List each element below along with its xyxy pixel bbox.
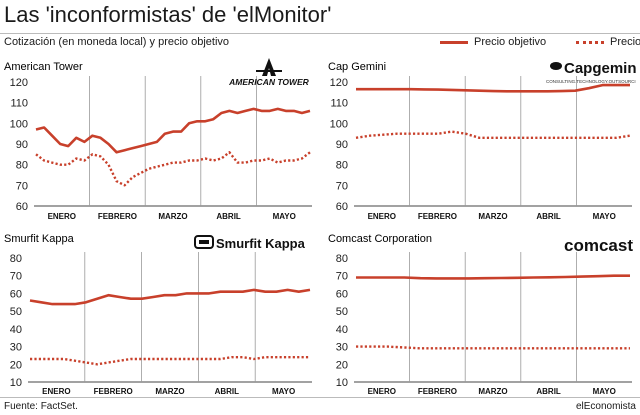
chart-title: American Tower [4,61,83,73]
y-tick-label: 20 [10,359,22,371]
y-tick-label: 100 [10,118,28,130]
x-tick-label: ABRIL [536,387,561,396]
smurfit-kappa-logo-icon: Smurfit Kappa [194,235,306,251]
source-note: Fuente: FactSet. [4,401,78,412]
x-tick-label: ENERO [48,212,76,221]
svg-text:.: . [632,237,633,243]
comcast-logo: comcast . [562,232,636,258]
capgemini-logo-icon: Capgemini CONSULTING.TECHNOLOGY.OUTSOURC… [546,60,636,84]
y-tick-label: 80 [10,253,22,265]
y-tick-label: 70 [16,180,28,192]
y-tick-label: 100 [330,118,348,130]
chart-panel-1: Cap Gemini 120 110 100 90 80 70 60 ENERO FEBRERO M… [328,61,632,221]
price-series-line [30,356,310,366]
target-series-line [29,288,311,306]
x-tick-label: ABRIL [216,212,241,221]
comcast-logo-icon: comcast . [564,236,633,255]
target-series-line [356,83,630,93]
y-tick-label: 80 [336,160,348,172]
svg-text:AMERICAN TOWER: AMERICAN TOWER [228,77,310,87]
chart-title: Smurfit Kappa [4,233,75,245]
x-tick-label: MARZO [158,212,187,221]
y-tick-label: 50 [336,306,348,318]
x-tick-label: FEBRERO [94,387,133,396]
x-tick-label: FEBRERO [418,387,457,396]
legend-solid-line-icon [440,40,468,44]
x-tick-label: MAYO [272,387,295,396]
legend-price-label: Precio [610,36,640,48]
target-series-line [356,274,630,280]
y-tick-label: 40 [10,324,22,336]
chart-title: Cap Gemini [328,61,386,73]
x-tick-label: ENERO [42,387,70,396]
y-tick-label: 30 [336,342,348,354]
y-tick-label: 50 [10,306,22,318]
y-tick-label: 60 [10,288,22,300]
x-tick-label: FEBRERO [418,212,457,221]
y-tick-label: 90 [336,139,348,151]
y-tick-label: 60 [336,288,348,300]
x-tick-label: ABRIL [536,212,561,221]
y-tick-label: 110 [10,98,28,110]
american-tower-logo-icon: AMERICAN TOWER [228,58,310,87]
legend-item-price: Precio [576,36,640,48]
y-tick-label: 30 [10,342,22,354]
chart-title: Comcast Corporation [328,233,432,245]
price-series-line [356,345,630,350]
x-tick-label: MAYO [273,212,296,221]
legend-dotted-line-icon [576,40,604,44]
legend-item-target: Precio objetivo [440,36,546,48]
y-tick-label: 80 [16,160,28,172]
x-tick-label: ABRIL [215,387,240,396]
brand-name: elEconomista [575,401,636,412]
smurfit-kappa-logo: Smurfit Kappa [194,232,312,252]
chart-panel-0: American Tower 120 110 100 90 80 70 60 ENERO FEBR… [4,61,312,221]
y-tick-label: 40 [336,324,348,336]
price-series-line [35,151,311,187]
footer-divider [0,397,640,398]
x-tick-label: MAYO [593,387,616,396]
y-tick-label: 60 [16,201,28,213]
svg-text:CONSULTING.TECHNOLOGY.OUTSOURC: CONSULTING.TECHNOLOGY.OUTSOURCING [546,79,636,84]
y-tick-label: 90 [16,139,28,151]
x-tick-label: MAYO [593,212,616,221]
legend: Precio objetivo Precio [440,36,640,50]
y-tick-label: 120 [10,77,28,89]
y-tick-label: 110 [330,98,348,110]
chart-panel-3: Comcast Corporation 80 70 60 50 40 30 20 10 ENERO… [328,233,632,396]
y-tick-label: 70 [336,271,348,283]
svg-text:Smurfit Kappa: Smurfit Kappa [216,236,306,251]
svg-text:Capgemini: Capgemini [564,60,636,77]
page-subtitle: Cotización (en moneda local) y precio ob… [4,36,230,48]
y-tick-label: 70 [10,271,22,283]
chart-panel-2: Smurfit Kappa 80 70 60 50 40 30 20 10 ENERO FEBRER… [4,233,312,396]
target-series-line [35,107,311,154]
svg-text:comcast: comcast [564,236,633,255]
y-tick-label: 10 [10,377,22,389]
y-tick-label: 80 [336,253,348,265]
page-title: Las 'inconformistas' de 'elMonitor' [4,2,332,27]
legend-target-label: Precio objetivo [474,36,547,48]
x-tick-label: MARZO [155,387,184,396]
x-tick-label: ENERO [368,212,396,221]
x-tick-label: ENERO [368,387,396,396]
x-tick-label: FEBRERO [98,212,137,221]
y-tick-label: 10 [336,377,348,389]
capgemini-logo: Capgemini CONSULTING.TECHNOLOGY.OUTSOURC… [544,56,636,86]
x-tick-label: MARZO [478,212,507,221]
price-series-line [355,130,631,140]
x-tick-label: MARZO [478,387,507,396]
american-tower-logo: AMERICAN TOWER [226,56,312,88]
y-tick-label: 60 [336,201,348,213]
title-divider [0,33,640,34]
y-tick-label: 120 [330,77,348,89]
y-tick-label: 20 [336,359,348,371]
y-tick-label: 70 [336,180,348,192]
